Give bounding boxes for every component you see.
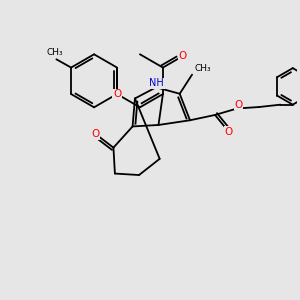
Text: O: O	[178, 51, 186, 62]
Text: NH: NH	[149, 78, 164, 88]
Text: CH₃: CH₃	[194, 64, 211, 73]
Text: O: O	[92, 129, 100, 139]
Text: CH₃: CH₃	[46, 48, 63, 57]
Text: O: O	[224, 127, 233, 136]
Text: O: O	[113, 89, 121, 99]
Text: O: O	[234, 100, 242, 110]
